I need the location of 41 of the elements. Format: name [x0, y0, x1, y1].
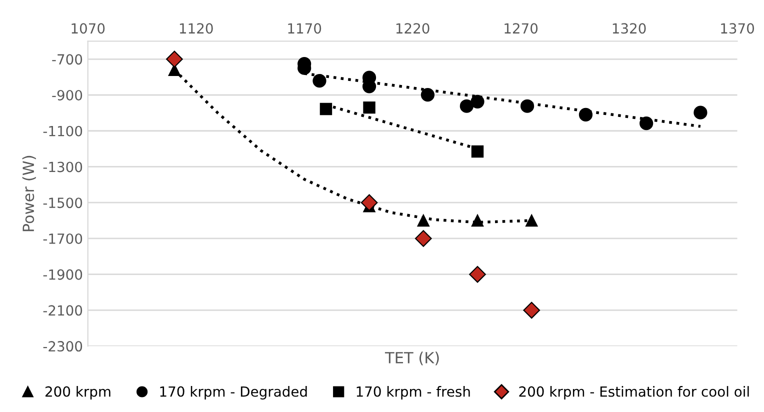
- y-tick-label: -2100: [43, 305, 82, 316]
- legend-label: 170 krpm - fresh: [356, 386, 470, 400]
- point: [470, 94, 484, 108]
- y-tick-label: -1900: [43, 269, 82, 280]
- point: [578, 108, 593, 122]
- point: [360, 194, 378, 212]
- point: [417, 214, 430, 227]
- y-tick-label: -900: [52, 90, 82, 100]
- y-tick-label: -700: [52, 54, 82, 65]
- point: [363, 101, 376, 114]
- y-tick-label: -1500: [43, 198, 82, 208]
- y-tick-label: -1100: [43, 126, 82, 136]
- point: [640, 116, 654, 130]
- point: [420, 88, 435, 102]
- y-axis-title: Power (W): [22, 156, 36, 232]
- point: [471, 214, 484, 227]
- point: [320, 102, 332, 116]
- point: [520, 99, 534, 113]
- legend-label: 200 krpm - Estimation for cool oil: [519, 386, 749, 400]
- y-tick-label: -1700: [43, 233, 82, 244]
- point: [312, 74, 326, 88]
- y-tick-label: -1300: [43, 162, 82, 172]
- point: [460, 99, 474, 113]
- y-tick-label: -2300: [43, 341, 82, 352]
- x-axis-title: TET (K): [384, 352, 439, 366]
- point: [526, 214, 538, 227]
- x-tick-label: 1070: [72, 23, 105, 34]
- legend-label: 170 krpm - Degraded: [160, 386, 307, 400]
- x-tick-label: 1120: [180, 23, 213, 34]
- point: [523, 302, 540, 319]
- x-tick-label: 1320: [612, 23, 646, 34]
- point: [469, 266, 486, 283]
- x-tick-label: 1370: [721, 23, 754, 34]
- point: [694, 106, 708, 120]
- x-tick-label: 1220: [396, 23, 430, 34]
- x-tick-label: 1170: [288, 23, 322, 34]
- point: [166, 50, 183, 68]
- legend-label: 200 krpm: [45, 386, 110, 400]
- x-tick-label: 1270: [504, 23, 538, 34]
- point: [414, 230, 432, 247]
- point: [471, 145, 484, 158]
